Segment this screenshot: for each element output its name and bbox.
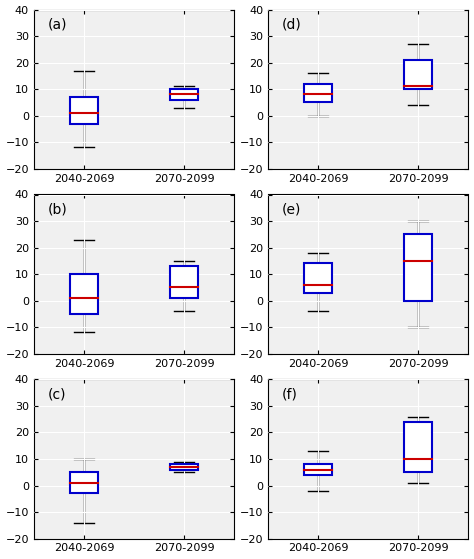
Bar [170,266,198,298]
Text: (a): (a) [48,17,67,31]
Bar [70,472,98,494]
Bar [170,89,198,100]
Bar [70,97,98,124]
Bar [304,263,332,292]
Text: (b): (b) [48,202,68,216]
Text: (e): (e) [282,202,301,216]
Text: (c): (c) [48,387,66,401]
Bar [404,234,432,301]
Text: (d): (d) [282,17,302,31]
Bar [404,60,432,89]
Bar [70,274,98,314]
Bar [304,465,332,475]
Bar [170,465,198,470]
Bar [304,84,332,102]
Text: (f): (f) [282,387,298,401]
Bar [404,422,432,472]
